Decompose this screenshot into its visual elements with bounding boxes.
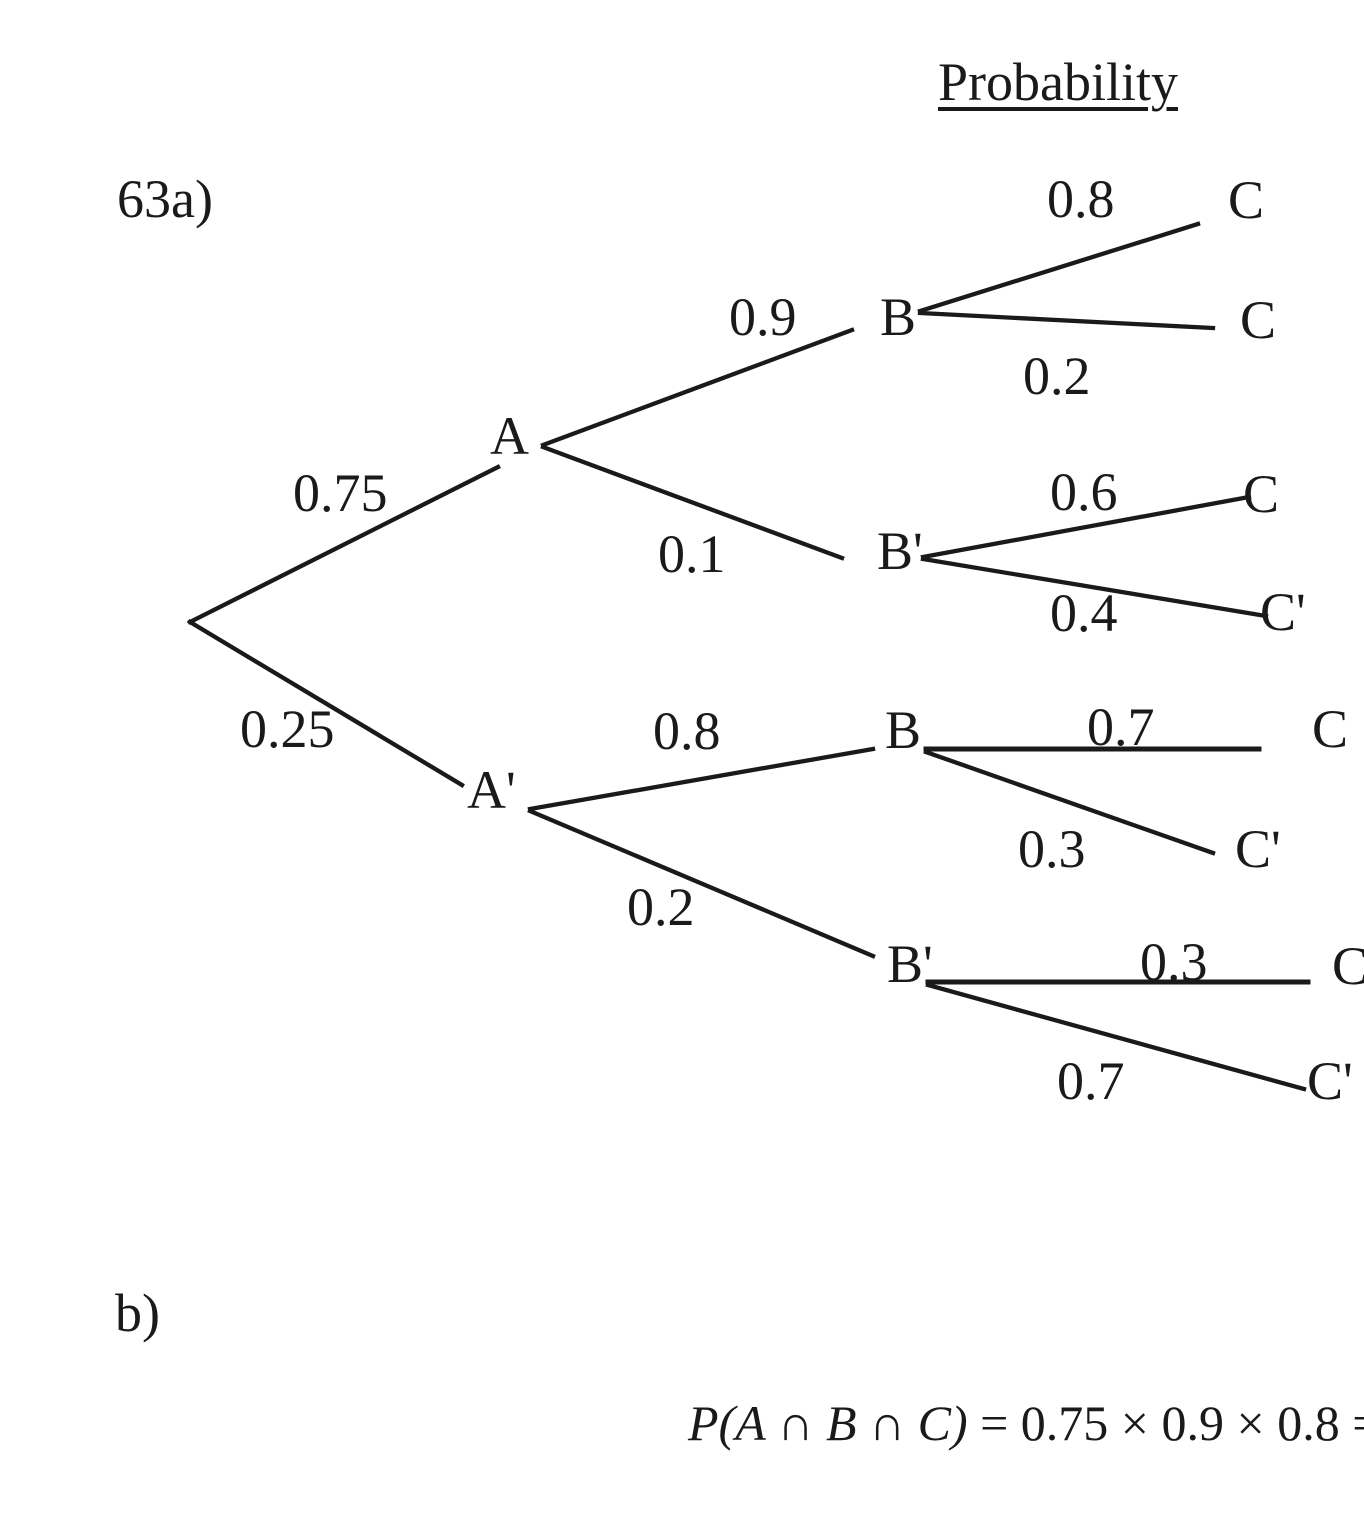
formula-rhs: = 0.75 × 0.9 × 0.8 = <box>967 1395 1364 1451</box>
part-a-label: 63a) <box>117 169 213 229</box>
prob-a-b-prime-label: 0.1 <box>658 524 726 584</box>
part-b-formula: P(A ∩ B ∩ C) = 0.75 × 0.9 × 0.8 = <box>638 1348 1364 1498</box>
prob-b-prime-c-prime-label: 0.4 <box>1050 583 1118 643</box>
node-c-given-a-prime-b-label: C <box>1312 699 1349 759</box>
prob-a-b-label: 0.9 <box>729 287 797 347</box>
prob-b-prime-c-label: 0.6 <box>1050 462 1118 522</box>
node-c2-given-ab-label: C <box>1240 290 1277 350</box>
prob-a-prime-b-prime-label: 0.2 <box>627 877 695 937</box>
edge-line-a-b-prime <box>540 444 845 561</box>
prob-root-a-label: 0.75 <box>293 463 388 523</box>
prob-b-c2-label: 0.2 <box>1023 346 1091 406</box>
prob-root-a-prime-label: 0.25 <box>240 699 335 759</box>
node-b-given-a-prime-label: B <box>885 700 922 760</box>
edge-line-b-c <box>917 221 1201 314</box>
edge-line-b-c2 <box>917 310 1216 331</box>
node-b-prime-given-a-label: B' <box>877 521 923 581</box>
node-a-prime-label: A' <box>467 760 516 820</box>
node-b-given-a-label: B <box>880 287 917 347</box>
edge-line-root-a-prime <box>187 619 465 788</box>
formula-lhs: P(A ∩ B ∩ C) <box>688 1395 968 1451</box>
node-c-prime-given-a-prime-b-prime-label: C' <box>1307 1051 1353 1111</box>
edge-line-a-b <box>540 327 855 448</box>
node-c-given-ab-label: C <box>1228 170 1265 230</box>
edge-line-a-prime-b-prime <box>527 808 876 959</box>
node-c-given-ab-prime-label: C <box>1243 464 1280 524</box>
prob-a-prime-b-prime-c-label: 0.3 <box>1140 932 1208 992</box>
node-b-prime-given-a-prime-label: B' <box>887 934 933 994</box>
prob-a-prime-b-label: 0.8 <box>653 701 721 761</box>
node-c-given-a-prime-b-prime-label: C <box>1332 936 1364 996</box>
probability-heading: Probability <box>938 52 1178 112</box>
prob-b-c-label: 0.8 <box>1047 169 1115 229</box>
edge-line-b-prime-c <box>920 494 1252 560</box>
prob-a-prime-b-c-prime-label: 0.3 <box>1018 819 1086 879</box>
edge-line-a-prime-b-c-prime <box>923 749 1216 856</box>
part-b-label: b) <box>115 1283 160 1343</box>
edge-line-a-prime-b <box>527 746 876 812</box>
prob-a-prime-b-c-label: 0.7 <box>1087 697 1155 757</box>
node-c-prime-given-ab-prime-label: C' <box>1260 582 1306 642</box>
edge-line-a-prime-b-prime-c-prime <box>925 982 1307 1092</box>
node-c-prime-given-a-prime-b-label: C' <box>1235 819 1281 879</box>
prob-a-prime-b-prime-c-prime-label: 0.7 <box>1057 1051 1125 1111</box>
edge-line-b-prime-c-prime <box>920 556 1269 619</box>
edge-line-root-a <box>187 464 501 625</box>
node-a-label: A <box>490 406 529 466</box>
